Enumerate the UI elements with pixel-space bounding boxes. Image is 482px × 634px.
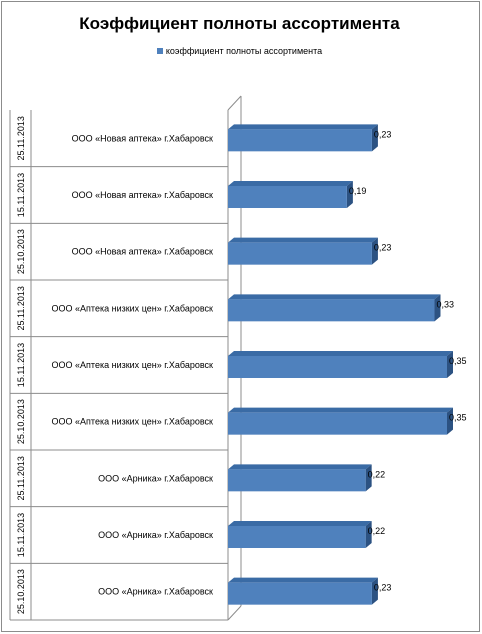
tick-label-date: 15.11.2013 xyxy=(16,173,26,217)
tick-label-store: ООО «Арника» г.Хабаровск xyxy=(98,473,213,483)
bar xyxy=(228,526,366,548)
bar-side xyxy=(371,124,378,152)
data-label: 0,23 xyxy=(374,129,392,139)
bar xyxy=(228,129,372,152)
bar-side xyxy=(447,351,453,378)
tick-label-date: 15.11.2013 xyxy=(16,343,26,387)
data-label: 0,35 xyxy=(449,413,467,423)
tick-label-date: 25.10.2013 xyxy=(16,569,26,614)
tick-label-store: ООО «Новая аптека» г.Хабаровск xyxy=(72,133,213,143)
data-label: 0,22 xyxy=(368,526,386,536)
tick-label-store: ООО «Аптека низких цен» г.Хабаровск xyxy=(52,303,214,313)
tick-label-date: 25.11.2013 xyxy=(16,456,26,500)
tick-label-store: ООО «Новая аптека» г.Хабаровск xyxy=(72,247,213,257)
bar-side xyxy=(434,294,441,322)
tick-label-store: ООО «Новая аптека» г.Хабаровск xyxy=(72,190,213,200)
tick-label-date: 25.11.2013 xyxy=(16,286,26,330)
bar xyxy=(228,299,435,322)
data-label: 0,22 xyxy=(368,469,386,479)
legend: коэффициент полноты ассортимента xyxy=(0,46,479,56)
bar-top xyxy=(228,464,372,470)
bar-side xyxy=(371,237,378,265)
bar-top xyxy=(228,124,378,130)
bar xyxy=(228,186,347,208)
tick-label-store: ООО «Аптека низких цен» г.Хабаровск xyxy=(52,417,214,427)
tick-label-date: 25.10.2013 xyxy=(16,229,26,274)
tick-label-store: ООО «Аптека низких цен» г.Хабаровск xyxy=(52,360,214,370)
data-label: 0,23 xyxy=(374,583,392,593)
tick-label-store: ООО «Арника» г.Хабаровск xyxy=(98,530,213,540)
chart-title: Коэффициент полноты ассортимента xyxy=(79,14,400,33)
wall-edge-top xyxy=(227,95,242,111)
legend-label: коэффициент полноты ассортимента xyxy=(165,46,323,56)
bar xyxy=(228,356,447,378)
bar xyxy=(228,582,372,605)
data-label: 0,19 xyxy=(349,186,367,196)
bar-top xyxy=(228,407,453,413)
bar-top xyxy=(228,181,353,186)
tick-label-date: 25.10.2013 xyxy=(16,399,26,444)
tick-label-date: 25.11.2013 xyxy=(16,116,26,160)
tick-label-store: ООО «Арника» г.Хабаровск xyxy=(98,587,213,597)
data-label: 0,23 xyxy=(374,243,392,253)
bar-side xyxy=(346,181,353,208)
bar-top xyxy=(228,577,378,583)
bar xyxy=(228,242,372,265)
bar-side xyxy=(365,464,372,492)
bar xyxy=(228,412,447,435)
wall-edge-bottom xyxy=(227,605,242,621)
bar-top xyxy=(228,521,372,526)
bar-top xyxy=(228,237,378,243)
bar-side xyxy=(447,407,453,435)
tick-label-date: 15.11.2013 xyxy=(16,513,26,557)
bar-top xyxy=(228,351,453,356)
data-label: 0,33 xyxy=(436,299,454,309)
bar xyxy=(228,469,366,492)
data-label: 0,35 xyxy=(449,356,467,366)
legend-swatch xyxy=(156,48,163,54)
bar-top xyxy=(228,294,441,300)
bar-side xyxy=(371,577,378,605)
bar-side xyxy=(365,521,372,548)
